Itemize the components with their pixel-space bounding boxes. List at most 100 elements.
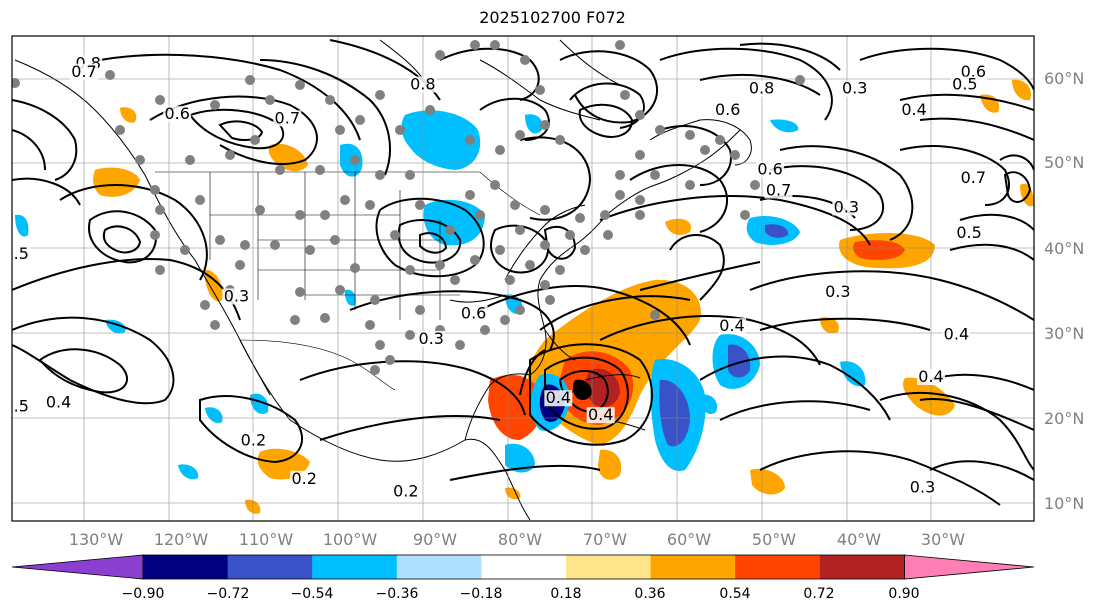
- colorbar-tick: 0.54: [719, 586, 751, 602]
- colorbar-segment: [819, 555, 905, 579]
- colorbar-segment: [481, 555, 567, 579]
- contour-label: 0.5: [4, 244, 29, 263]
- colorbar-segment: [566, 555, 652, 579]
- contour-label: 0.6: [757, 159, 782, 178]
- colorbar-tick: −0.54: [290, 586, 334, 602]
- lat-label: 30°N: [1044, 324, 1084, 343]
- contour-label-bg: [756, 161, 785, 178]
- contour-label-bg: [717, 318, 746, 335]
- contour-label-bg: [12, 398, 31, 415]
- contour-label-bg: [12, 246, 31, 263]
- contour-label-bg: [12, 301, 14, 318]
- longitude-axis: 130°W 120°W 110°W 100°W 90°W 80°W 70°W 6…: [69, 530, 965, 549]
- contour-label-bg: [70, 63, 98, 80]
- contour-label: 0.4: [46, 392, 71, 411]
- contour-label-bg: [908, 479, 937, 496]
- contour-label-bg: [586, 407, 615, 424]
- colorbar: [11, 554, 1035, 580]
- contour-lines: [12, 39, 1034, 506]
- contour-label-bg: [764, 182, 793, 199]
- colorbar-tick: −0.18: [459, 586, 503, 602]
- lon-label: 30°W: [921, 530, 965, 549]
- contour-label: 0.7: [961, 168, 986, 187]
- contour-label: 0.4: [588, 405, 613, 424]
- contour-label-bg: [391, 483, 420, 500]
- lat-label: 60°N: [1044, 69, 1084, 88]
- colorbar-segment: [312, 555, 398, 579]
- contour-label: 0.7: [275, 108, 300, 127]
- contour-labels: 0.80.70.60.70.80.50.30.50.30.60.50.40.30…: [0, 53, 988, 501]
- contour-label: 0.8: [410, 74, 435, 93]
- contour-label: 0.4: [901, 100, 926, 119]
- contour-label: 0.3: [825, 282, 850, 301]
- contour-label-bg: [747, 80, 776, 97]
- map-frame: [11, 35, 1035, 522]
- contour-label-bg: [239, 432, 268, 449]
- lon-label: 40°W: [837, 530, 881, 549]
- lon-label: 50°W: [752, 530, 796, 549]
- contour-label-bg: [900, 101, 929, 118]
- lat-label: 20°N: [1044, 409, 1084, 428]
- contour-label-bg: [408, 76, 437, 93]
- contour-label-bg: [290, 470, 319, 487]
- contour-label: 0.2: [291, 469, 316, 488]
- colorbar-tick: 0.72: [803, 586, 835, 602]
- colorbar-frame: [142, 554, 905, 580]
- contour-label: 0.7: [71, 62, 96, 81]
- contour-label: 0.5: [952, 74, 977, 93]
- contour-label: 0.6: [0, 363, 4, 382]
- lat-label: 10°N: [1044, 494, 1084, 513]
- contour-label: 0.3: [910, 477, 935, 496]
- contour-label: 0.6: [715, 100, 740, 119]
- contour-label: 0.3: [0, 299, 12, 318]
- contour-label-bg: [544, 390, 573, 407]
- contour-label-bg: [44, 394, 73, 411]
- lon-label: 70°W: [583, 530, 627, 549]
- contour-label-bg: [273, 110, 302, 127]
- contour-label: 0.4: [719, 316, 744, 335]
- colorbar-tick: 0.36: [634, 586, 666, 602]
- contour-label: 0.3: [842, 79, 867, 98]
- lon-label: 60°W: [667, 530, 711, 549]
- contour-label-bg: [955, 224, 984, 241]
- contour-label: 0.2: [393, 482, 418, 501]
- contour-label-bg: [832, 199, 861, 216]
- colorbar-tick: −0.90: [121, 586, 165, 602]
- latitude-axis: 60°N 50°N 40°N 30°N 20°N 10°N: [1044, 69, 1084, 513]
- contour-label: 0.3: [224, 286, 249, 305]
- colorbar-tick: 0.18: [550, 586, 582, 602]
- contour-label: 0.4: [918, 367, 943, 386]
- lon-label: 110°W: [239, 530, 294, 549]
- contour-label-bg: [417, 330, 446, 347]
- contour-label: 0.8: [749, 79, 774, 98]
- lon-label: 120°W: [154, 530, 209, 549]
- colorbar-segment: [143, 555, 229, 579]
- contour-label-bg: [823, 284, 852, 301]
- lat-label: 40°N: [1044, 239, 1084, 258]
- contour-label-bg: [959, 63, 988, 80]
- contour-label-bg: [917, 369, 945, 386]
- coastlines: [14, 39, 752, 521]
- colorbar-tick: −0.72: [206, 586, 250, 602]
- colorbar-segment: [735, 555, 821, 579]
- contour-label: 0.6: [961, 62, 986, 81]
- contour-label: 0.3: [834, 197, 859, 216]
- contour-label-bg: [163, 106, 192, 123]
- contour-label: 0.4: [944, 325, 969, 344]
- contour-label-bg: [0, 365, 5, 381]
- contour-label: 0.6: [164, 104, 189, 123]
- lon-label: 80°W: [498, 530, 542, 549]
- contour-label: 0.5: [956, 223, 981, 242]
- contour-label: 0.6: [461, 303, 486, 322]
- colorbar-tick: −0.36: [375, 586, 419, 602]
- contour-label-bg: [713, 101, 742, 118]
- contour-label-bg: [222, 288, 251, 305]
- lon-label: 90°W: [413, 530, 457, 549]
- contour-label: 0.4: [546, 388, 571, 407]
- contour-label-bg: [950, 76, 979, 93]
- colorbar-segment: [396, 555, 482, 579]
- map-title: 2025102700 F072: [479, 8, 626, 27]
- lat-label: 50°N: [1044, 153, 1084, 172]
- colorbar-extend-low: [11, 554, 144, 580]
